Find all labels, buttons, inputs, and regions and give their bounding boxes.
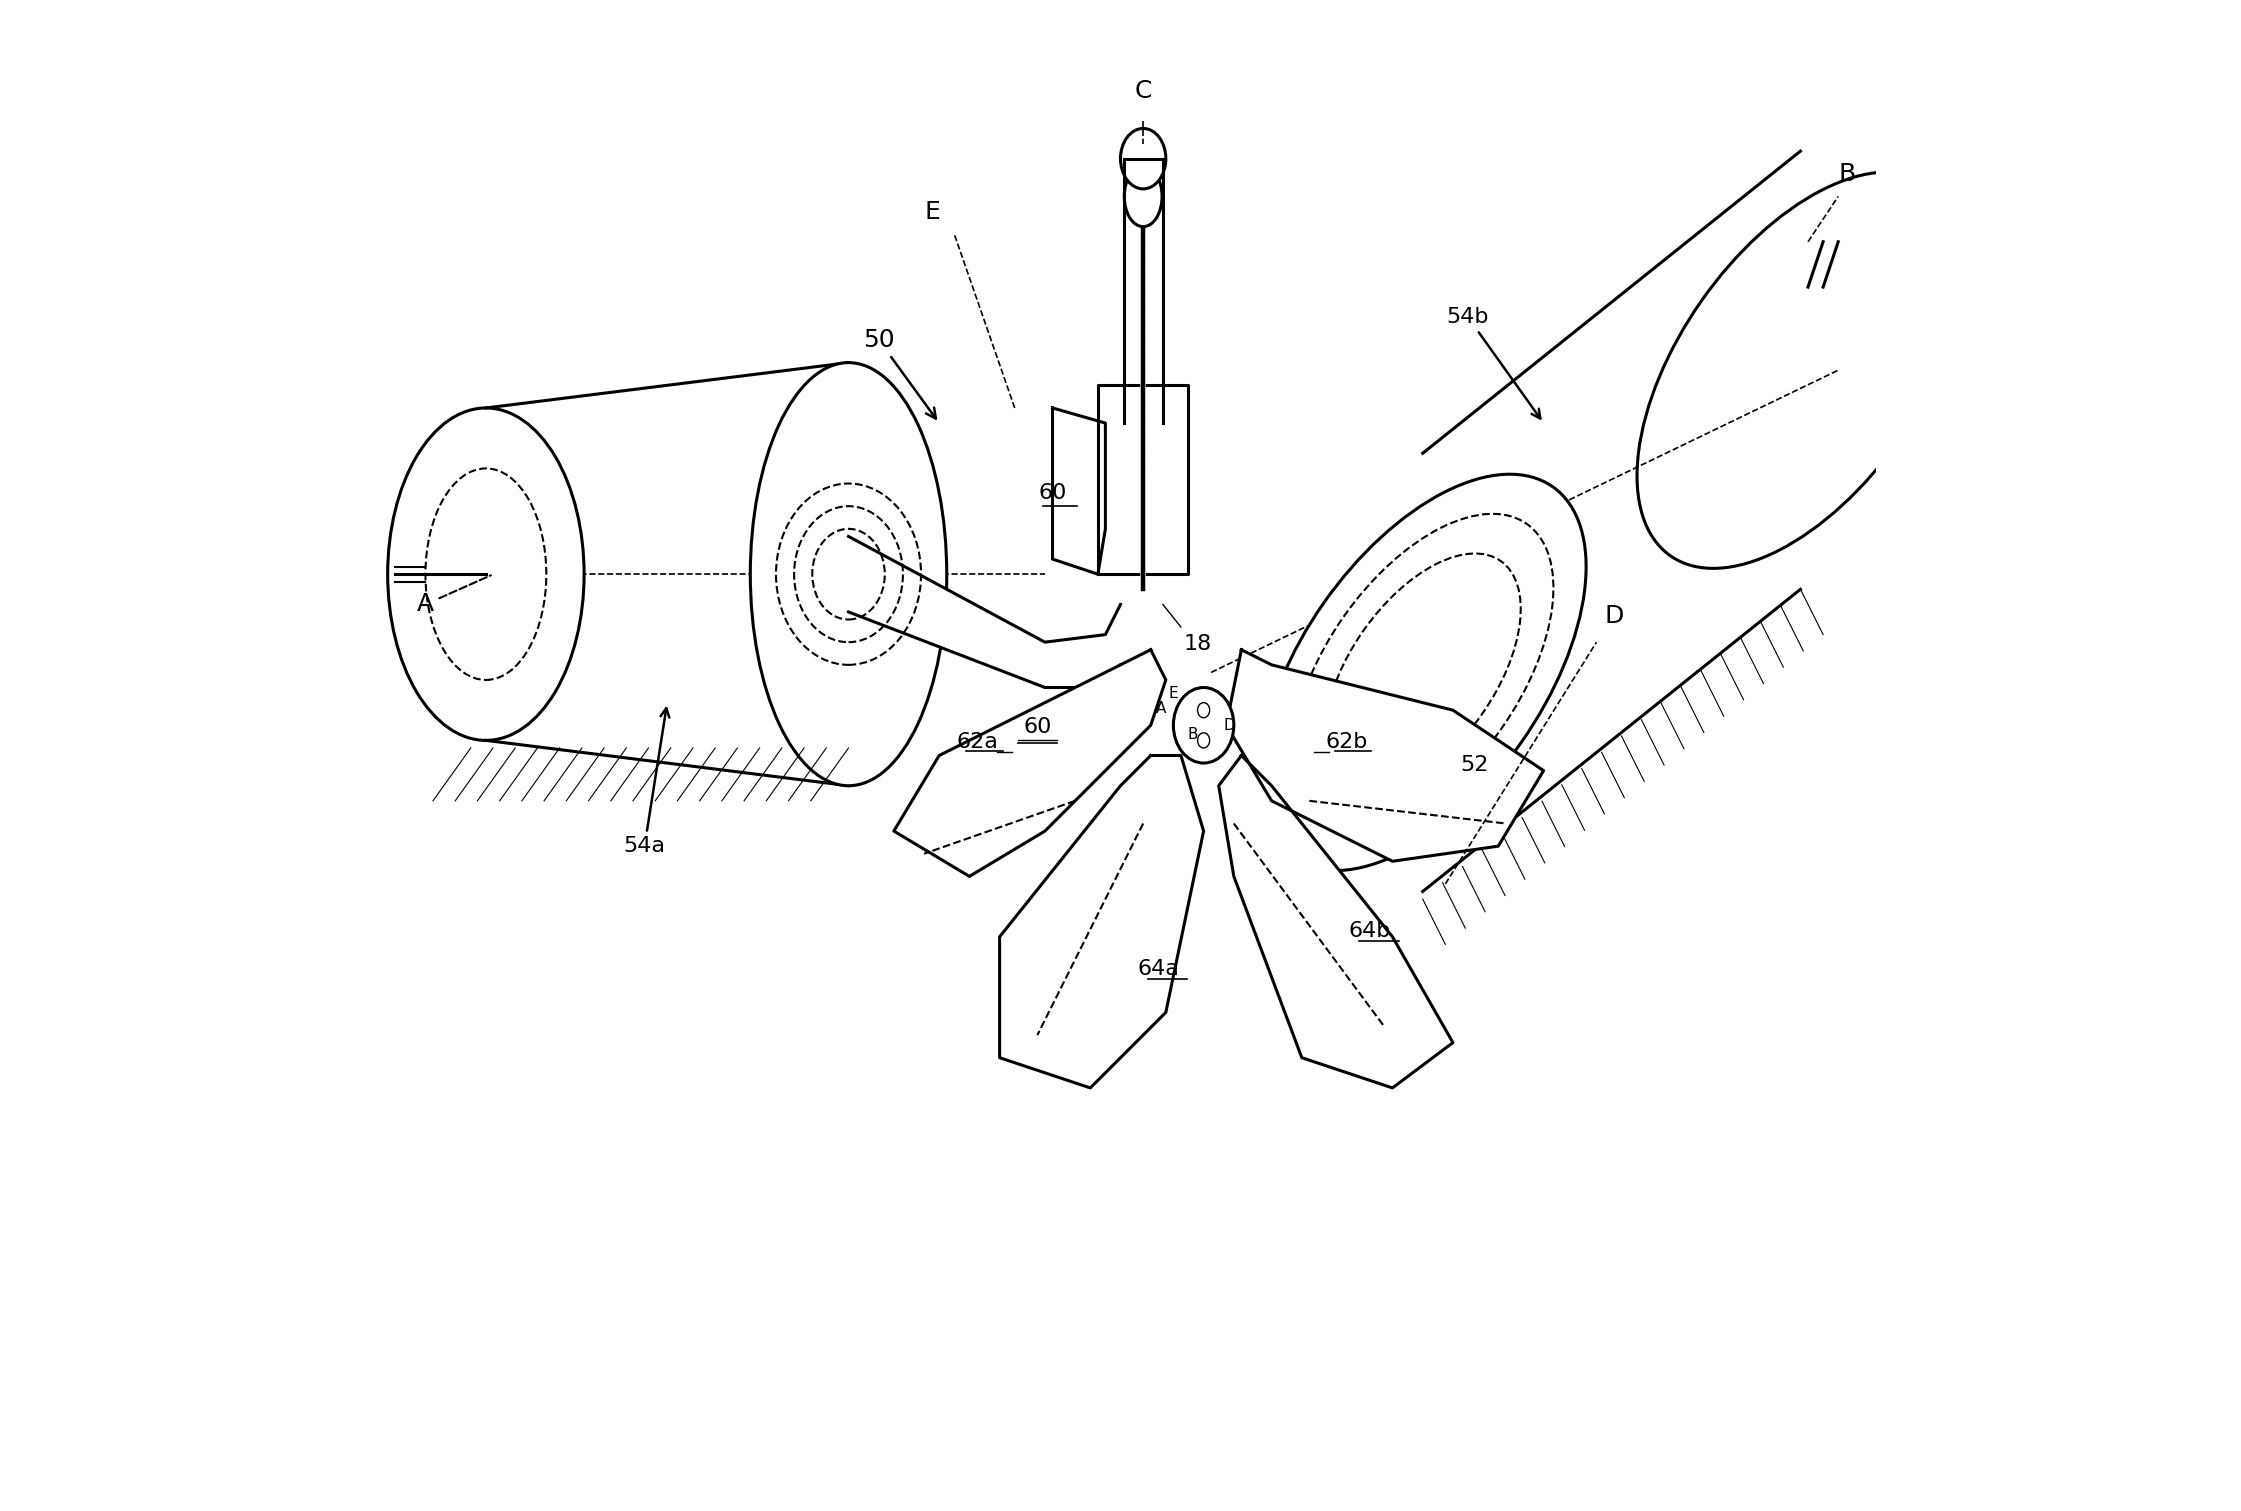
Text: 52: 52 [1461, 754, 1488, 775]
Ellipse shape [1174, 688, 1235, 763]
Text: 50: 50 [863, 328, 937, 419]
Text: B: B [1188, 727, 1199, 742]
Ellipse shape [388, 408, 585, 740]
Polygon shape [1053, 408, 1105, 574]
Text: 18: 18 [1183, 633, 1212, 654]
Polygon shape [849, 536, 1120, 688]
Ellipse shape [1636, 172, 1963, 568]
Text: 54a: 54a [623, 709, 670, 857]
Text: 60: 60 [1038, 482, 1067, 503]
Ellipse shape [1120, 128, 1165, 189]
Ellipse shape [751, 363, 946, 786]
Polygon shape [1226, 650, 1544, 861]
Text: A: A [417, 576, 491, 616]
Polygon shape [999, 756, 1203, 1088]
Text: 62a: 62a [957, 731, 997, 752]
Text: 64b: 64b [1349, 920, 1392, 941]
Text: 62b: 62b [1327, 731, 1369, 752]
Text: A: A [1156, 701, 1168, 716]
Text: D: D [1605, 603, 1622, 627]
Text: D: D [1224, 718, 1235, 733]
Text: 54b: 54b [1448, 307, 1540, 419]
Polygon shape [1219, 756, 1452, 1088]
Text: E: E [1168, 686, 1179, 701]
Text: C: C [1134, 79, 1152, 103]
Text: 64a: 64a [1138, 958, 1179, 979]
Ellipse shape [1259, 474, 1587, 870]
Text: E: E [923, 199, 939, 224]
Ellipse shape [1125, 166, 1163, 227]
Polygon shape [894, 650, 1165, 876]
Polygon shape [1098, 385, 1188, 574]
Text: 60: 60 [1024, 716, 1051, 737]
Text: B: B [1838, 162, 1856, 186]
